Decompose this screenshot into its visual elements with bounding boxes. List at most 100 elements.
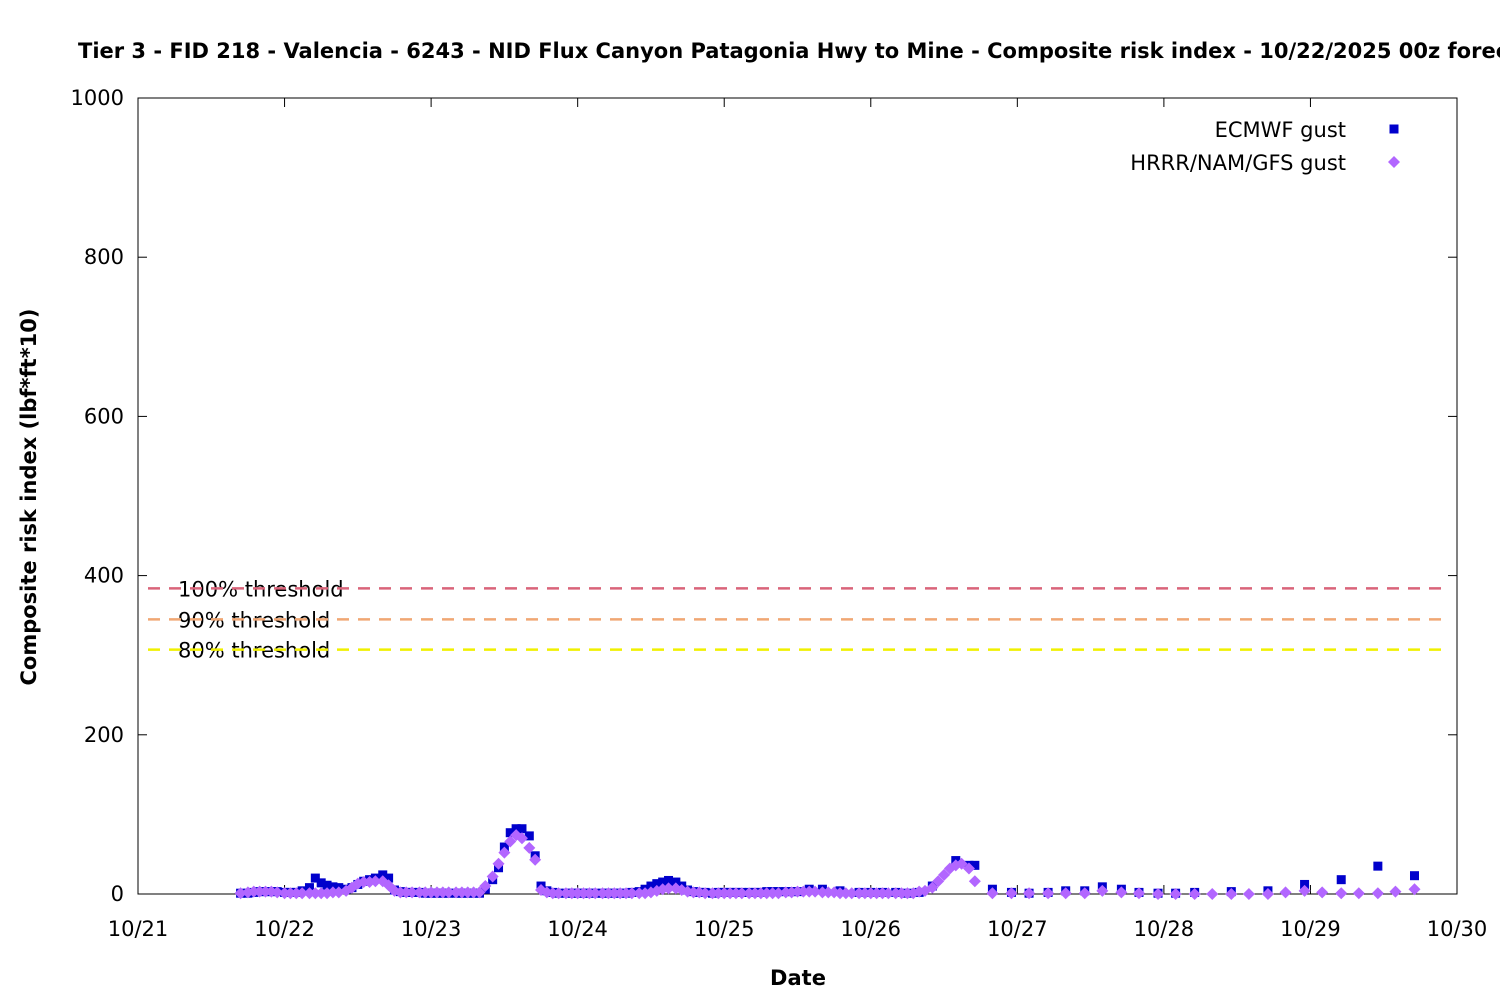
legend-label: HRRR/NAM/GFS gust: [1130, 151, 1346, 175]
data-point: [492, 857, 505, 870]
data-point: [735, 887, 748, 900]
data-point: [505, 828, 515, 838]
data-point: [524, 831, 534, 841]
x-tick-label: 10/23: [401, 917, 462, 941]
x-tick-label: 10/26: [841, 917, 902, 941]
y-tick-label: 600: [84, 404, 124, 428]
data-point: [378, 870, 388, 880]
data-point: [1408, 883, 1421, 896]
data-point: [369, 875, 382, 888]
data-point: [699, 887, 712, 900]
data-point: [1225, 888, 1238, 900]
data-point: [662, 882, 675, 895]
data-point: [310, 873, 320, 883]
data-point: [1096, 884, 1109, 897]
plot-frame: [137, 97, 1458, 895]
data-point: [486, 870, 499, 883]
x-tick-label: 10/30: [1427, 917, 1488, 941]
data-point: [962, 862, 975, 875]
data-point: [322, 880, 332, 890]
data-point: [772, 887, 785, 900]
data-point: [1389, 885, 1402, 898]
x-tick-label: 10/29: [1280, 917, 1341, 941]
data-point: [1206, 888, 1219, 900]
data-point: [968, 875, 981, 888]
y-tick-label: 200: [84, 723, 124, 747]
data-point: [552, 887, 565, 900]
data-point: [845, 887, 858, 900]
data-point: [1188, 888, 1201, 900]
data-point: [1409, 871, 1419, 881]
data-point: [511, 824, 521, 834]
data-point: [926, 881, 939, 894]
data-points: [234, 824, 1421, 900]
data-point: [809, 885, 822, 898]
data-point: [589, 887, 602, 900]
y-tick-label: 800: [84, 245, 124, 269]
data-point: [406, 886, 419, 899]
data-point: [1373, 861, 1383, 871]
x-tick-label: 10/24: [547, 917, 608, 941]
y-tick-label: 1000: [71, 86, 124, 110]
data-point: [1059, 887, 1072, 900]
data-point: [1371, 887, 1384, 900]
data-point: [882, 887, 895, 900]
data-point: [234, 887, 247, 900]
axis-ticks: 10/21 10/22 10/23 10/24 10/25 10/26 10/27 10/28…: [71, 86, 1488, 941]
data-point: [1300, 879, 1310, 889]
x-tick-label: 10/22: [254, 917, 315, 941]
data-point: [664, 875, 674, 885]
data-point: [296, 887, 309, 900]
data-point: [473, 886, 486, 899]
data-point: [1169, 888, 1182, 900]
data-point: [442, 886, 455, 899]
data-point: [671, 877, 681, 887]
data-point: [932, 875, 945, 888]
y-tick-label: 400: [84, 564, 124, 588]
data-point: [1078, 887, 1091, 900]
data-point: [1298, 884, 1311, 897]
data-point: [1115, 886, 1128, 899]
legend-label: ECMWF gust: [1215, 118, 1346, 142]
data-point: [316, 878, 326, 888]
data-point: [504, 835, 517, 848]
data-point: [1152, 888, 1165, 900]
data-point: [517, 824, 527, 834]
y-tick-label: 0: [111, 882, 124, 906]
data-point: [1335, 887, 1348, 900]
data-point: [498, 846, 511, 859]
data-point: [625, 887, 638, 900]
data-point: [384, 873, 394, 883]
data-point: [1352, 887, 1365, 900]
data-point: [529, 853, 542, 866]
data-point: [646, 881, 656, 891]
x-tick-label: 10/21: [108, 917, 169, 941]
data-point: [515, 832, 528, 845]
x-tick-label: 10/25: [694, 917, 755, 941]
data-point: [652, 879, 662, 889]
x-tick-label: 10/28: [1134, 917, 1195, 941]
data-point: [479, 880, 492, 893]
data-point: [1005, 887, 1018, 900]
data-point: [970, 860, 980, 870]
data-point: [1023, 887, 1036, 900]
y-axis-label: Composite risk index (lbf*ft*10): [17, 308, 41, 685]
data-point: [986, 887, 999, 900]
data-point: [658, 877, 668, 887]
legend-marker: [1389, 124, 1399, 134]
data-point: [955, 857, 968, 870]
data-point: [1279, 886, 1292, 899]
data-point: [1261, 888, 1274, 900]
data-point: [1242, 888, 1255, 900]
data-point: [1336, 875, 1346, 885]
data-point: [1042, 887, 1055, 900]
data-point: [938, 868, 951, 881]
data-point: [271, 886, 284, 899]
legend-marker: [1388, 156, 1400, 168]
chart-title: Tier 3 - FID 218 - Valencia - 6243 - NID…: [78, 39, 1500, 63]
x-tick-label: 10/27: [987, 917, 1048, 941]
data-point: [1132, 887, 1145, 900]
data-point: [523, 841, 536, 854]
